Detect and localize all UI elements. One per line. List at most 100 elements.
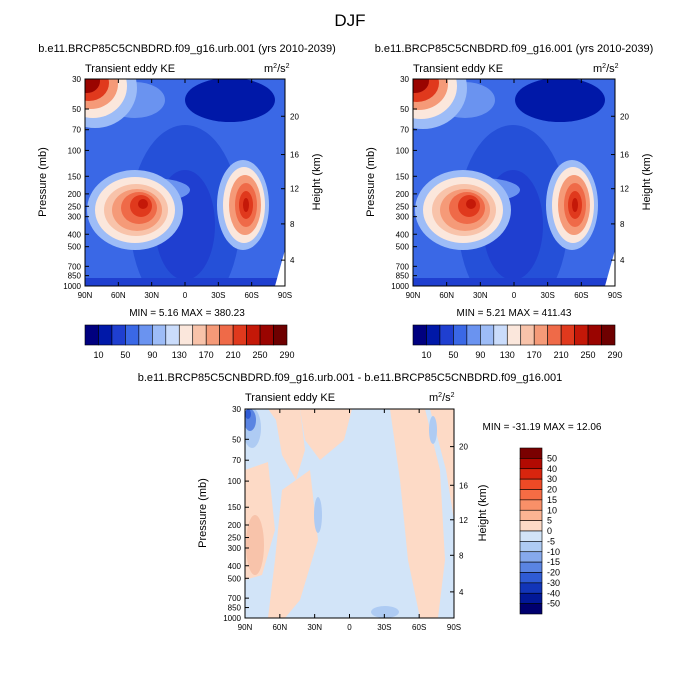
colorbar-label: 15 [547, 495, 557, 505]
y-axis-label: Pressure (mb) [37, 147, 49, 217]
y-tick-label: 700 [228, 594, 242, 603]
y-tick-label: 70 [400, 126, 409, 135]
y-tick-label: 100 [228, 477, 242, 486]
colorbar-swatch [519, 520, 543, 532]
y-right-tick-label: 8 [459, 551, 464, 560]
colorbar-swatch [138, 324, 153, 346]
y-tick-label: 100 [68, 146, 82, 155]
colorbar-label: 250 [581, 350, 596, 360]
panel-difference: b.e11.BRCP85C5CNBDRD.f09_g16.urb.001 - b… [138, 372, 602, 632]
y-tick-label: 70 [232, 456, 241, 465]
x-tick-label: 90N [406, 291, 421, 300]
colorbar-label: 130 [500, 350, 515, 360]
colorbar-swatch [519, 478, 543, 490]
colorbar-swatch [84, 324, 99, 346]
y-tick-label: 70 [72, 126, 81, 135]
colorbar-label: 30 [547, 474, 557, 484]
x-tick-label: 90S [608, 291, 622, 300]
colorbar-label: 0 [547, 526, 552, 536]
y-tick-label: 30 [232, 405, 241, 414]
y-tick-label: 300 [396, 213, 410, 222]
y-tick-label: 300 [228, 544, 242, 553]
colorbar-label: 290 [279, 350, 294, 360]
y-tick-label: 150 [396, 172, 410, 181]
y-tick-label: 200 [228, 521, 242, 530]
colorbar-swatch [519, 530, 543, 542]
y-tick-label: 850 [228, 604, 242, 613]
units-label: m2/s2 [264, 63, 290, 75]
colorbar-label: 170 [199, 350, 214, 360]
panel-subtitle: Transient eddy KE [245, 392, 335, 404]
y-right-tick-label: 20 [290, 112, 299, 121]
y-tick-label: 100 [396, 146, 410, 155]
colorbar-swatch [519, 468, 543, 480]
min-max-stats: MIN = 5.16 MAX = 380.23 [129, 308, 245, 319]
y-axis-label: Pressure (mb) [197, 478, 209, 548]
colorbar-swatch [165, 324, 180, 346]
colorbar-label: 90 [147, 350, 157, 360]
colorbar-swatch [519, 551, 543, 563]
x-tick-label: 0 [512, 291, 517, 300]
colorbar-swatch [519, 458, 543, 470]
colorbar-swatch [259, 324, 274, 346]
colorbar-swatch [560, 324, 575, 346]
axes: 90N 60N 30N 0 30S 60S 90S305070100150200250300… [63, 75, 299, 300]
colorbar-label: -20 [547, 568, 560, 578]
x-tick-label: 60S [245, 291, 259, 300]
colorbar-label: 50 [448, 350, 458, 360]
colorbar-swatch [601, 324, 616, 346]
y-tick-label: 50 [72, 105, 81, 114]
x-tick-label: 60N [111, 291, 126, 300]
y-tick-label: 250 [228, 534, 242, 543]
y-right-tick-label: 12 [290, 185, 299, 194]
colorbar-swatch [192, 324, 207, 346]
y-tick-label: 500 [228, 574, 242, 583]
x-tick-label: 60N [272, 623, 287, 632]
x-tick-label: 90S [278, 291, 292, 300]
colorbar-swatch [547, 324, 562, 346]
colorbar-label: 290 [607, 350, 622, 360]
colorbar-label: 10 [421, 350, 431, 360]
x-tick-label: 0 [347, 623, 352, 632]
axes: 90N 60N 30N 0 30S 60S 90S305070100150200250300… [391, 75, 629, 300]
colorbar-swatch [519, 572, 543, 584]
colorbar-swatch [520, 324, 535, 346]
colorbar-label: 50 [547, 453, 557, 463]
panel-urb: b.e11.BRCP85C5CNBDRD.f09_g16.urb.001 (yr… [37, 43, 336, 360]
x-tick-label: 90S [447, 623, 461, 632]
colorbar-swatch [519, 509, 543, 521]
panel-subtitle: Transient eddy KE [413, 63, 503, 75]
y-tick-label: 30 [72, 75, 81, 84]
colorbar-swatch [519, 592, 543, 604]
y-right-tick-label: 4 [620, 256, 625, 265]
figure-title: DJF [334, 11, 365, 30]
panel-title: b.e11.BRCP85C5CNBDRD.f09_g16.001 (yrs 20… [375, 43, 654, 55]
colorbar-swatch [273, 324, 288, 346]
colorbar-label: 130 [172, 350, 187, 360]
colorbar-label: 50 [120, 350, 130, 360]
y-tick-label: 250 [68, 202, 82, 211]
panel-control: b.e11.BRCP85C5CNBDRD.f09_g16.001 (yrs 20… [365, 43, 653, 360]
colorbar-swatch [519, 561, 543, 573]
colorbar-label: 40 [547, 464, 557, 474]
colorbar-label: 250 [253, 350, 268, 360]
colorbar-swatch [453, 324, 468, 346]
y-right-tick-label: 12 [459, 516, 468, 525]
colorbar: 10 50 90 130 170 210 250 290 [84, 324, 295, 360]
y-right-tick-label: 4 [290, 256, 295, 265]
axes: 90N 60N 30N 0 30S 60S 90S305070100150200250300… [223, 405, 468, 632]
colorbar: 10 50 90 130 170 210 250 290 [412, 324, 623, 360]
colorbar-label: -5 [547, 536, 555, 546]
colorbar-swatch [178, 324, 194, 346]
units-label: m2/s2 [429, 392, 455, 404]
colorbar-label: 170 [527, 350, 542, 360]
y-tick-label: 500 [396, 243, 410, 252]
y-right-tick-label: 16 [290, 151, 299, 160]
y-right-tick-label: 12 [620, 185, 629, 194]
colorbar-swatch [493, 324, 508, 346]
colorbar-swatch [246, 324, 261, 346]
colorbar-swatch [219, 324, 234, 346]
colorbar-label: 90 [475, 350, 485, 360]
colorbar-swatch [519, 541, 543, 553]
